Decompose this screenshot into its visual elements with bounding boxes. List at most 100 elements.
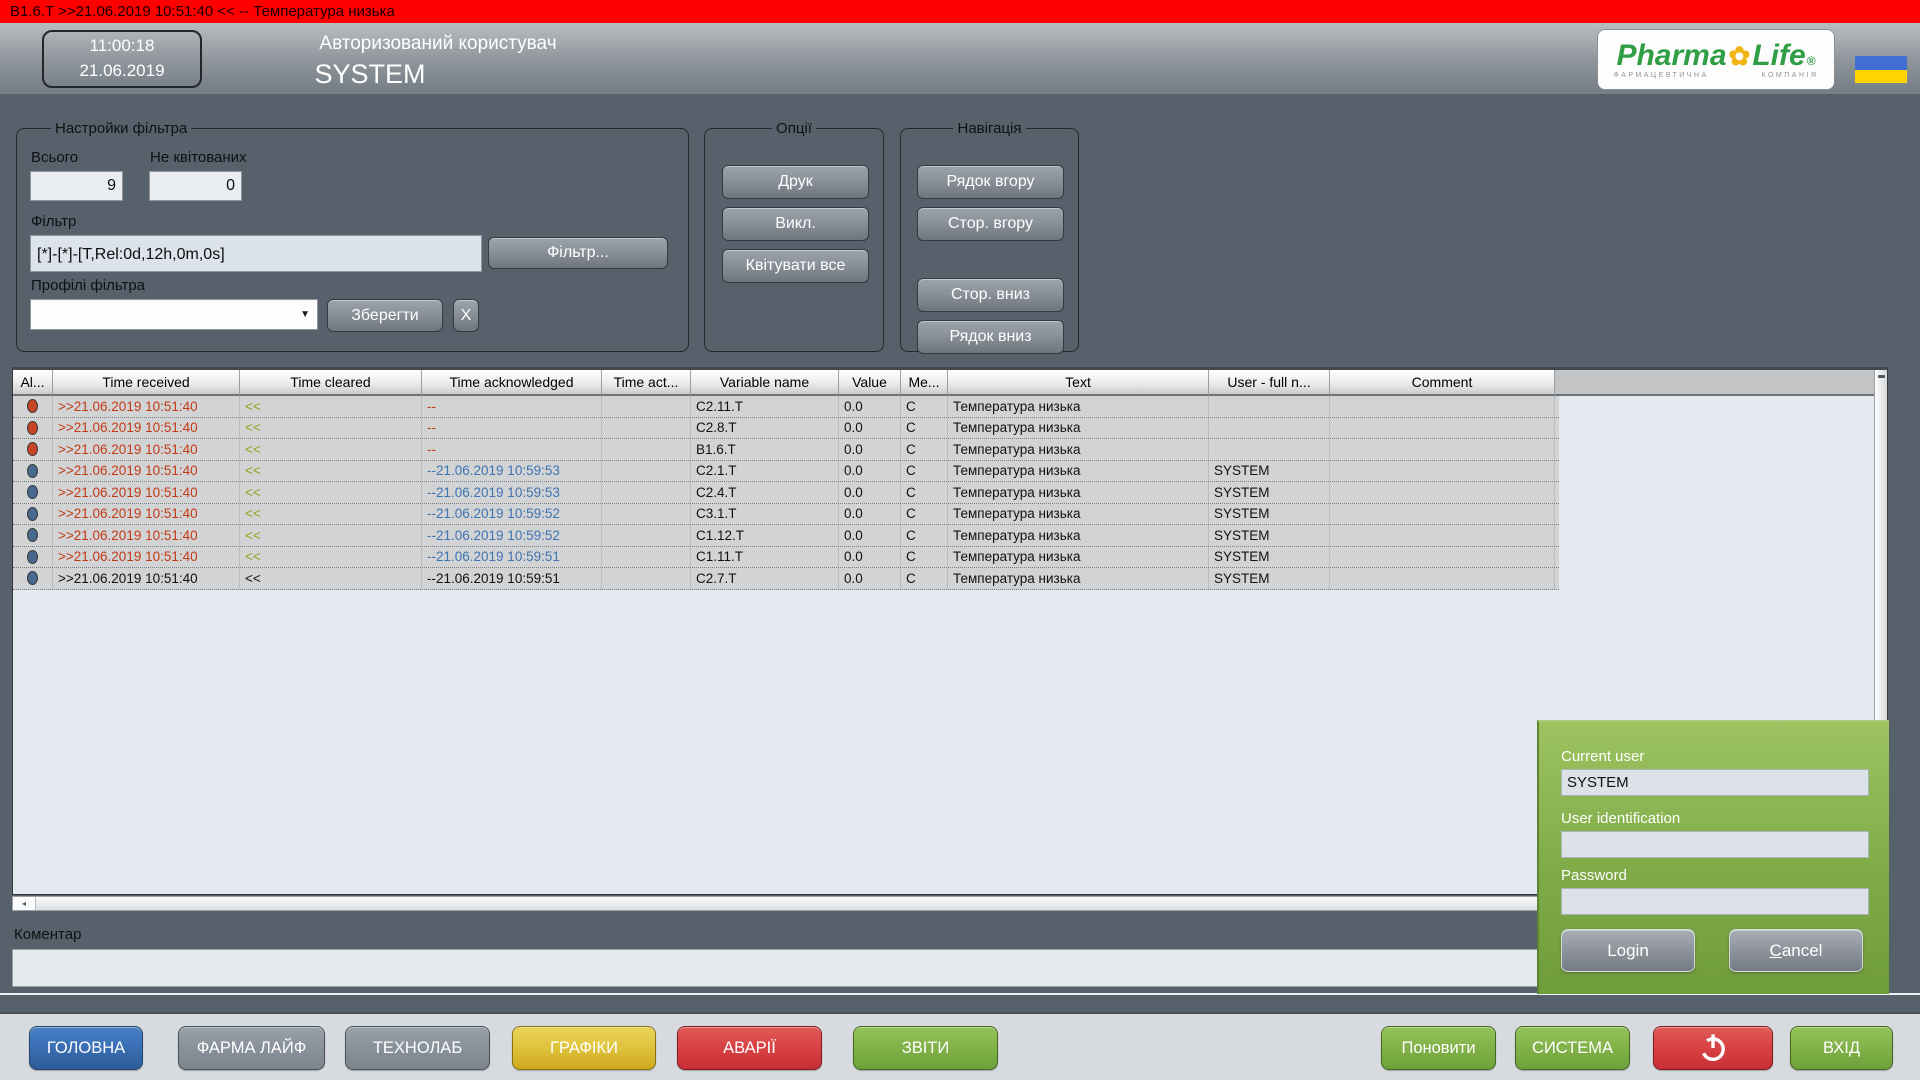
table-row[interactable]: >>21.06.2019 10:51:40 << -- C2.8.T 0.0 C Темпе… (13, 417, 1559, 439)
column-header[interactable]: Variable name (691, 370, 839, 396)
table-row[interactable]: >>21.06.2019 10:51:40 << --21.06.2019 10:5… (13, 460, 1559, 482)
column-header[interactable]: Al... (13, 370, 53, 396)
alarm-state-cell (13, 417, 53, 438)
text-cell: Температура низька (948, 439, 1209, 460)
filter-label: Фільтр (31, 213, 77, 230)
text-cell: Температура низька (948, 568, 1209, 589)
column-header[interactable]: Text (948, 370, 1209, 396)
table-row[interactable]: >>21.06.2019 10:51:40 << --21.06.2019 10:5… (13, 503, 1559, 525)
filter-profiles-dropdown[interactable]: ▼ (30, 299, 318, 330)
column-header[interactable]: Value (839, 370, 901, 396)
unacknowledged-count-field: 0 (149, 171, 242, 201)
filter-button[interactable]: Фільтр... (488, 237, 668, 269)
column-header[interactable]: Comment (1330, 370, 1555, 396)
column-header[interactable]: Time acknowledged (422, 370, 602, 396)
time-cleared-cell: << (240, 568, 422, 589)
chevron-down-icon[interactable]: ▼ (300, 309, 310, 320)
authorized-user-label: Авторизований користувач (319, 33, 557, 54)
column-header[interactable]: Time act... (602, 370, 691, 396)
login-button[interactable]: Login (1561, 929, 1695, 972)
logo-subtitle-2: КОМПАНІЯ (1761, 71, 1819, 79)
user-identification-input[interactable] (1561, 831, 1869, 858)
comment-label: Коментар (14, 926, 82, 943)
delete-profile-button[interactable]: X (453, 299, 479, 332)
measure-cell: C (901, 417, 948, 438)
password-input[interactable] (1561, 888, 1869, 915)
alarm-state-icon (27, 399, 38, 414)
logo-word-pharma: Pharma (1616, 38, 1727, 72)
user-cell: SYSTEM (1209, 503, 1330, 524)
value-cell: 0.0 (839, 525, 901, 546)
row-down-button[interactable]: Рядок вниз (917, 320, 1064, 354)
comment-cell (1330, 460, 1555, 481)
clock-display: 11:00:18 21.06.2019 (42, 30, 202, 88)
filter-expression-input[interactable] (30, 235, 482, 272)
clock-date: 21.06.2019 (79, 61, 165, 80)
table-row[interactable]: >>21.06.2019 10:51:40 << -- C2.11.T 0.0 C Темп… (13, 396, 1559, 418)
table-row[interactable]: >>21.06.2019 10:51:40 << --21.06.2019 10:5… (13, 482, 1559, 504)
table-row[interactable]: >>21.06.2019 10:51:40 << --21.06.2019 10:5… (13, 546, 1559, 568)
alarm-state-icon (27, 571, 38, 586)
time-act-cell (602, 396, 691, 417)
row-up-button[interactable]: Рядок вгору (917, 165, 1064, 199)
alarm-table: Al... Time received Time cleared Time ackno… (12, 367, 1888, 895)
value-cell: 0.0 (839, 482, 901, 503)
nav-button-charts[interactable]: ГРАФІКИ (512, 1026, 656, 1070)
alarm-state-cell (13, 525, 53, 546)
measure-cell: C (901, 568, 948, 589)
time-received-cell: >>21.06.2019 10:51:40 (53, 439, 240, 460)
total-count-field: 9 (30, 171, 123, 201)
print-button[interactable]: Друк (722, 165, 869, 199)
power-button[interactable] (1653, 1026, 1773, 1070)
current-user-field (1561, 769, 1869, 796)
table-row[interactable]: >>21.06.2019 10:51:40 << --21.06.2019 10:5… (13, 525, 1559, 547)
column-header[interactable]: Time cleared (240, 370, 422, 396)
nav-button-reports[interactable]: ЗВІТИ (853, 1026, 998, 1070)
nav-button-home[interactable]: ГОЛОВНА (29, 1026, 143, 1070)
nav-button-technolab[interactable]: ТЕХНОЛАБ (345, 1026, 490, 1070)
measure-cell: C (901, 525, 948, 546)
flower-icon: ✿ (1728, 40, 1751, 71)
scroll-left-arrow-icon[interactable]: ◂ (13, 897, 36, 910)
acknowledge-all-button[interactable]: Квітувати все (722, 249, 869, 283)
time-acknowledged-cell: --21.06.2019 10:59:51 (422, 568, 602, 589)
alarm-state-icon (27, 442, 38, 457)
filter-settings-group: Настройки фільтра Всього 9 Не квітованих… (16, 120, 689, 352)
page-up-button[interactable]: Стор. вгору (917, 207, 1064, 241)
time-acknowledged-cell: --21.06.2019 10:59:53 (422, 482, 602, 503)
variable-name-cell: C2.1.T (691, 460, 839, 481)
time-act-cell (602, 417, 691, 438)
comment-cell (1330, 417, 1555, 438)
authorized-user-name: SYSTEM (314, 59, 426, 89)
refresh-button[interactable]: Поновити (1381, 1026, 1496, 1070)
enter-button[interactable]: ВХІД (1790, 1026, 1893, 1070)
horizontal-scrollbar[interactable]: ◂ (12, 896, 1888, 911)
table-row[interactable]: >>21.06.2019 10:51:40 << --21.06.2019 10:5… (13, 568, 1559, 590)
column-header[interactable]: User - full n... (1209, 370, 1330, 396)
user-cell (1209, 396, 1330, 417)
time-received-cell: >>21.06.2019 10:51:40 (53, 568, 240, 589)
logo-word-life: Life (1752, 38, 1806, 72)
system-button[interactable]: СИСТЕМА (1515, 1026, 1630, 1070)
separator-line (0, 993, 1920, 995)
alarm-state-cell (13, 439, 53, 460)
value-cell: 0.0 (839, 396, 901, 417)
text-cell: Температура низька (948, 503, 1209, 524)
time-acknowledged-cell: -- (422, 417, 602, 438)
nav-button-pharma-life[interactable]: ФАРМА ЛАЙФ (178, 1026, 325, 1070)
navigation-group: Навігація Рядок вгору Стор. вгору Стор. вн… (900, 120, 1079, 354)
time-cleared-cell: << (240, 439, 422, 460)
off-button[interactable]: Викл. (722, 207, 869, 241)
comment-cell (1330, 503, 1555, 524)
table-row[interactable]: >>21.06.2019 10:51:40 << -- B1.6.T 0.0 C Темпе… (13, 439, 1559, 461)
page-down-button[interactable]: Стор. вниз (917, 278, 1064, 312)
variable-name-cell: C2.8.T (691, 417, 839, 438)
column-header[interactable]: Time received (53, 370, 240, 396)
variable-name-cell: C3.1.T (691, 503, 839, 524)
nav-button-alarms[interactable]: АВАРІЇ (677, 1026, 822, 1070)
column-header[interactable]: Me... (901, 370, 948, 396)
column-header-filler (1555, 370, 1887, 396)
save-profile-button[interactable]: Зберегти (327, 299, 443, 332)
login-dialog: Current user User identification Passwor… (1537, 720, 1889, 994)
